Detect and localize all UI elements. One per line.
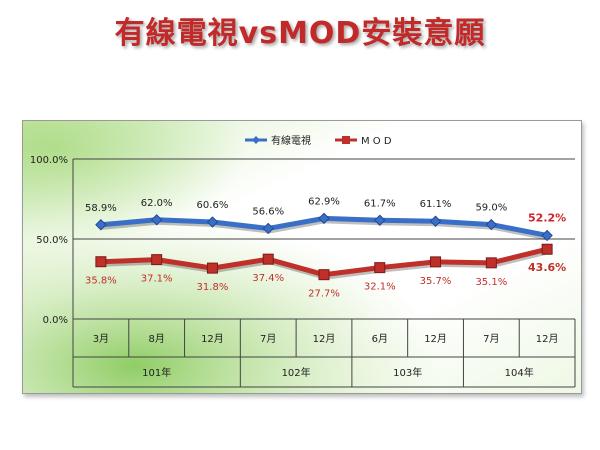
x-tick-label: 3月 — [93, 333, 109, 345]
x-tick-label: 6月 — [372, 333, 388, 345]
data-label: 60.6% — [197, 200, 229, 211]
data-label: 37.4% — [252, 273, 284, 284]
y-tick-label: 0.0% — [43, 315, 68, 326]
group-label: 103年 — [393, 366, 422, 379]
data-label: 62.0% — [141, 198, 173, 209]
data-point — [374, 214, 386, 226]
data-point — [485, 257, 497, 269]
legend-marker — [252, 136, 260, 144]
data-point — [262, 222, 274, 235]
data-label: 32.1% — [364, 282, 396, 293]
data-point — [429, 215, 442, 227]
data-point — [151, 254, 163, 266]
data-label: 37.1% — [141, 274, 173, 285]
y-tick-label: 50.0% — [36, 235, 68, 246]
data-label: 61.1% — [420, 199, 452, 210]
x-tick-label: 8月 — [148, 333, 164, 345]
data-point — [206, 216, 219, 228]
group-label: 101年 — [142, 366, 171, 379]
data-label: 35.1% — [475, 277, 507, 288]
data-point — [95, 219, 107, 231]
data-point — [206, 262, 218, 274]
data-point — [541, 229, 553, 242]
data-label: 56.6% — [252, 206, 284, 217]
data-point — [430, 256, 442, 268]
page-title: 有線電視vsMOD安裝意願 — [114, 16, 486, 51]
data-point — [318, 212, 330, 225]
data-point — [95, 256, 107, 268]
x-tick-label: 12月 — [201, 333, 224, 345]
data-label: 35.8% — [85, 276, 117, 287]
data-label: 62.9% — [308, 196, 340, 207]
data-point — [485, 218, 498, 231]
data-label: 52.2% — [528, 211, 566, 224]
x-tick-label: 12月 — [536, 333, 559, 345]
x-tick-label: 7月 — [483, 333, 499, 345]
data-label: 43.6% — [528, 261, 566, 274]
x-tick-label: 12月 — [313, 333, 336, 345]
group-label: 104年 — [505, 366, 534, 379]
data-label: 59.0% — [475, 203, 507, 214]
x-tick-label: 12月 — [424, 333, 447, 345]
legend-label: 有線電視 — [271, 134, 311, 147]
data-point — [318, 269, 330, 281]
legend-label: M O D — [361, 136, 392, 147]
data-point — [374, 262, 386, 274]
data-point — [150, 214, 163, 226]
data-label: 31.8% — [197, 282, 229, 293]
chart-frame: 0.0% 50.0% 100.0% 3月 8月 12月 7月 12月 6月 12月 7月 12月 101… — [22, 120, 582, 394]
data-label: 35.7% — [420, 276, 452, 287]
data-label: 61.7% — [364, 198, 396, 209]
x-tick-label: 7月 — [260, 333, 276, 345]
y-tick-label: 100.0% — [30, 155, 68, 166]
line-chart: 0.0% 50.0% 100.0% 3月 8月 12月 7月 12月 6月 12月 7月 12月 101… — [23, 121, 581, 393]
legend-marker — [342, 136, 350, 144]
data-label: 27.7% — [308, 289, 340, 300]
group-label: 102年 — [282, 366, 311, 379]
data-point — [262, 253, 274, 265]
data-label: 58.9% — [85, 203, 117, 214]
data-point — [541, 243, 553, 255]
